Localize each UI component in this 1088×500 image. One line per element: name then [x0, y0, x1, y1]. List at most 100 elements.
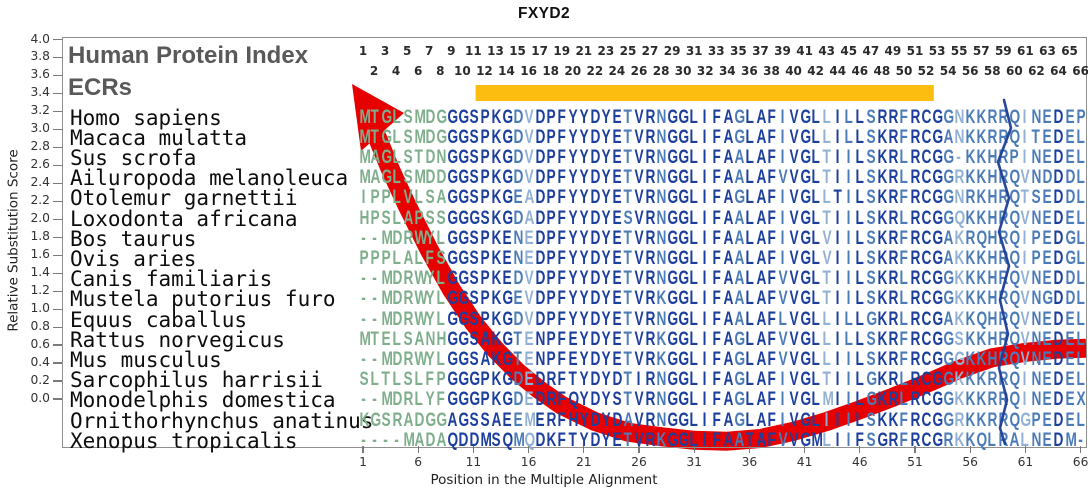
- residue: A: [734, 167, 744, 189]
- residue: K: [965, 429, 976, 451]
- residue: A: [734, 288, 744, 310]
- residue: L: [689, 429, 699, 451]
- residue: Q: [1009, 126, 1021, 148]
- residue: T: [370, 328, 379, 350]
- residue: A: [723, 409, 733, 431]
- residue: R: [998, 308, 1009, 330]
- residue: Y: [601, 429, 611, 451]
- residue: V: [524, 268, 534, 290]
- residue: Q: [1009, 288, 1021, 310]
- residue: Y: [579, 126, 589, 148]
- residue: L: [689, 187, 699, 209]
- residue: I: [835, 369, 840, 391]
- residue: I: [1022, 106, 1027, 128]
- species-name: Xenopus tropicalis: [70, 428, 298, 453]
- residue: F: [557, 409, 566, 431]
- residue: I: [703, 147, 707, 168]
- residue: I: [703, 369, 707, 391]
- residue: E: [612, 248, 622, 269]
- residue: D: [590, 248, 601, 269]
- residue: K: [965, 328, 976, 350]
- residue: E: [1042, 248, 1053, 269]
- residue: Q: [447, 429, 458, 451]
- residue: K: [976, 248, 987, 269]
- column-number: 13: [487, 43, 504, 58]
- residue: N: [1031, 288, 1042, 310]
- column-number: 61: [1017, 43, 1034, 58]
- residue: I: [780, 409, 785, 431]
- residue: G: [667, 248, 679, 269]
- residue: Y: [579, 207, 589, 229]
- residue: F: [712, 308, 721, 330]
- residue: S: [866, 207, 876, 229]
- residue: K: [976, 328, 987, 350]
- residue: Y: [568, 147, 578, 168]
- residue: E: [1065, 106, 1075, 128]
- residue: L: [1076, 328, 1085, 350]
- residue: V: [789, 369, 799, 391]
- residue: S: [469, 147, 479, 168]
- residue: C: [921, 268, 932, 290]
- residue: G: [458, 126, 469, 148]
- y-tick-mark: [53, 56, 62, 59]
- residue: F: [712, 126, 721, 148]
- residue: S: [1031, 187, 1042, 209]
- residue: N: [656, 187, 667, 209]
- residue: A: [723, 349, 733, 370]
- residue: R: [645, 308, 656, 330]
- species-name: Sarcophilus harrisii: [70, 368, 323, 393]
- column-number: 64: [1050, 63, 1067, 78]
- residue: R: [910, 328, 921, 350]
- residue: D: [1054, 126, 1064, 148]
- residue: G: [800, 389, 811, 411]
- residue: L: [689, 147, 699, 168]
- column-number: 58: [983, 63, 1001, 78]
- residue: G: [678, 268, 690, 290]
- residue: G: [447, 268, 458, 290]
- residue: L: [1076, 126, 1085, 148]
- residue: C: [921, 429, 932, 451]
- residue: G: [932, 409, 944, 431]
- residue: I: [846, 389, 851, 411]
- residue: L: [855, 349, 864, 370]
- residue: N: [954, 126, 965, 148]
- column-number: 48: [873, 63, 891, 78]
- residue: K: [491, 308, 502, 330]
- residue: F: [557, 288, 566, 310]
- residue: V: [634, 167, 644, 189]
- residue: G: [800, 106, 811, 128]
- x-tick-label: 21: [575, 455, 592, 469]
- residue: I: [703, 429, 707, 451]
- residue: R: [910, 389, 921, 411]
- residue: C: [921, 227, 932, 249]
- residue: K: [976, 389, 987, 411]
- residue: G: [800, 288, 811, 310]
- residue: G: [943, 389, 955, 411]
- residue: F: [557, 187, 566, 209]
- species-name: Loxodonta africana: [70, 206, 298, 231]
- residue: G: [1042, 288, 1054, 310]
- residue: V: [789, 349, 799, 370]
- residue: F: [855, 429, 864, 451]
- residue: K: [877, 207, 888, 229]
- residue: T: [623, 389, 633, 411]
- residue: P: [480, 288, 490, 310]
- residue: G: [458, 389, 469, 411]
- residue: P: [546, 187, 556, 209]
- residue: L: [689, 288, 699, 310]
- residue: D: [469, 429, 480, 451]
- residue: G: [469, 389, 480, 411]
- residue: Y: [568, 106, 578, 128]
- residue: G: [447, 147, 458, 168]
- residue: V: [778, 268, 788, 290]
- residue: I: [835, 126, 840, 148]
- residue: W: [414, 308, 428, 330]
- residue: F: [425, 369, 434, 391]
- residue: R: [910, 207, 921, 229]
- residue: L: [1076, 187, 1085, 209]
- residue: Q: [976, 308, 988, 330]
- residue: D: [590, 389, 601, 411]
- residue: G: [734, 126, 745, 148]
- residue: L: [899, 167, 908, 189]
- residue: E: [502, 227, 512, 249]
